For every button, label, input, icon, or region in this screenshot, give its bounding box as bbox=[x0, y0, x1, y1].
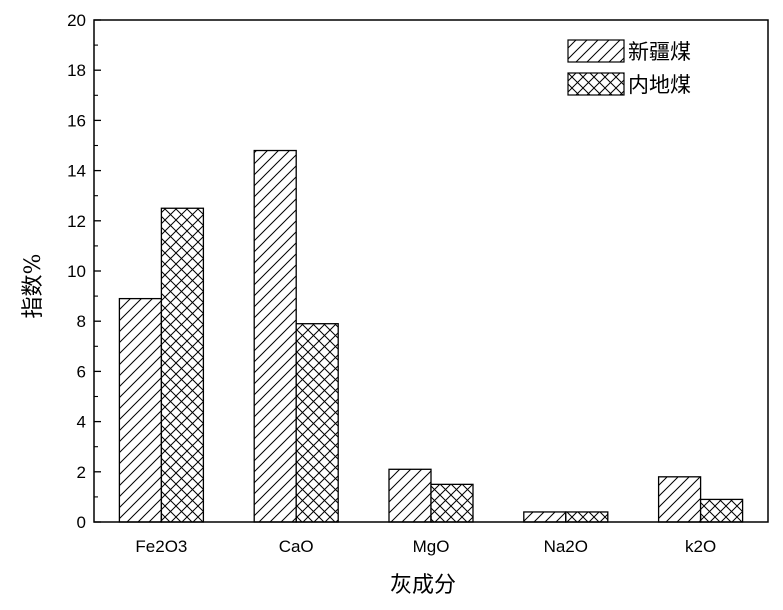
x-tick-label: k2O bbox=[685, 537, 716, 556]
y-tick-label: 4 bbox=[77, 413, 86, 432]
y-tick-label: 6 bbox=[77, 362, 86, 381]
legend-label-series1: 新疆煤 bbox=[628, 40, 691, 64]
y-tick-label: 20 bbox=[67, 11, 86, 30]
bar-series1-mgo bbox=[388, 468, 432, 523]
x-axis-title: 灰成分 bbox=[390, 573, 456, 598]
x-tick-label: MgO bbox=[413, 537, 450, 556]
legend-swatch-series1 bbox=[567, 39, 625, 63]
legend-label-series2: 内地煤 bbox=[628, 73, 691, 97]
bar-series2-cao bbox=[295, 323, 339, 523]
bar-series2-mgo bbox=[430, 483, 474, 523]
y-tick-label: 2 bbox=[77, 463, 86, 482]
bar-series2-fe2o3 bbox=[160, 207, 205, 523]
bar-series1-cao bbox=[253, 149, 297, 523]
y-tick-label: 16 bbox=[67, 111, 86, 130]
x-tick-label: Fe2O3 bbox=[135, 537, 187, 556]
y-tick-label: 14 bbox=[67, 162, 86, 181]
bar-series1-na2o bbox=[523, 511, 567, 523]
y-tick-label: 0 bbox=[77, 513, 86, 532]
bar-series2-na2o bbox=[565, 511, 609, 523]
bar-series2-k2o bbox=[699, 498, 744, 523]
bar-series1-k2o bbox=[657, 476, 702, 523]
x-tick-label: Na2O bbox=[544, 537, 588, 556]
y-tick-label: 12 bbox=[67, 212, 86, 231]
y-tick-label: 18 bbox=[67, 61, 86, 80]
y-tick-label: 8 bbox=[77, 312, 86, 331]
legend-swatch-series2 bbox=[567, 72, 625, 96]
x-tick-label: CaO bbox=[279, 537, 314, 556]
y-tick-label: 10 bbox=[67, 262, 86, 281]
bar-series1-fe2o3 bbox=[118, 297, 163, 523]
y-axis-title: 指数% bbox=[21, 254, 46, 319]
